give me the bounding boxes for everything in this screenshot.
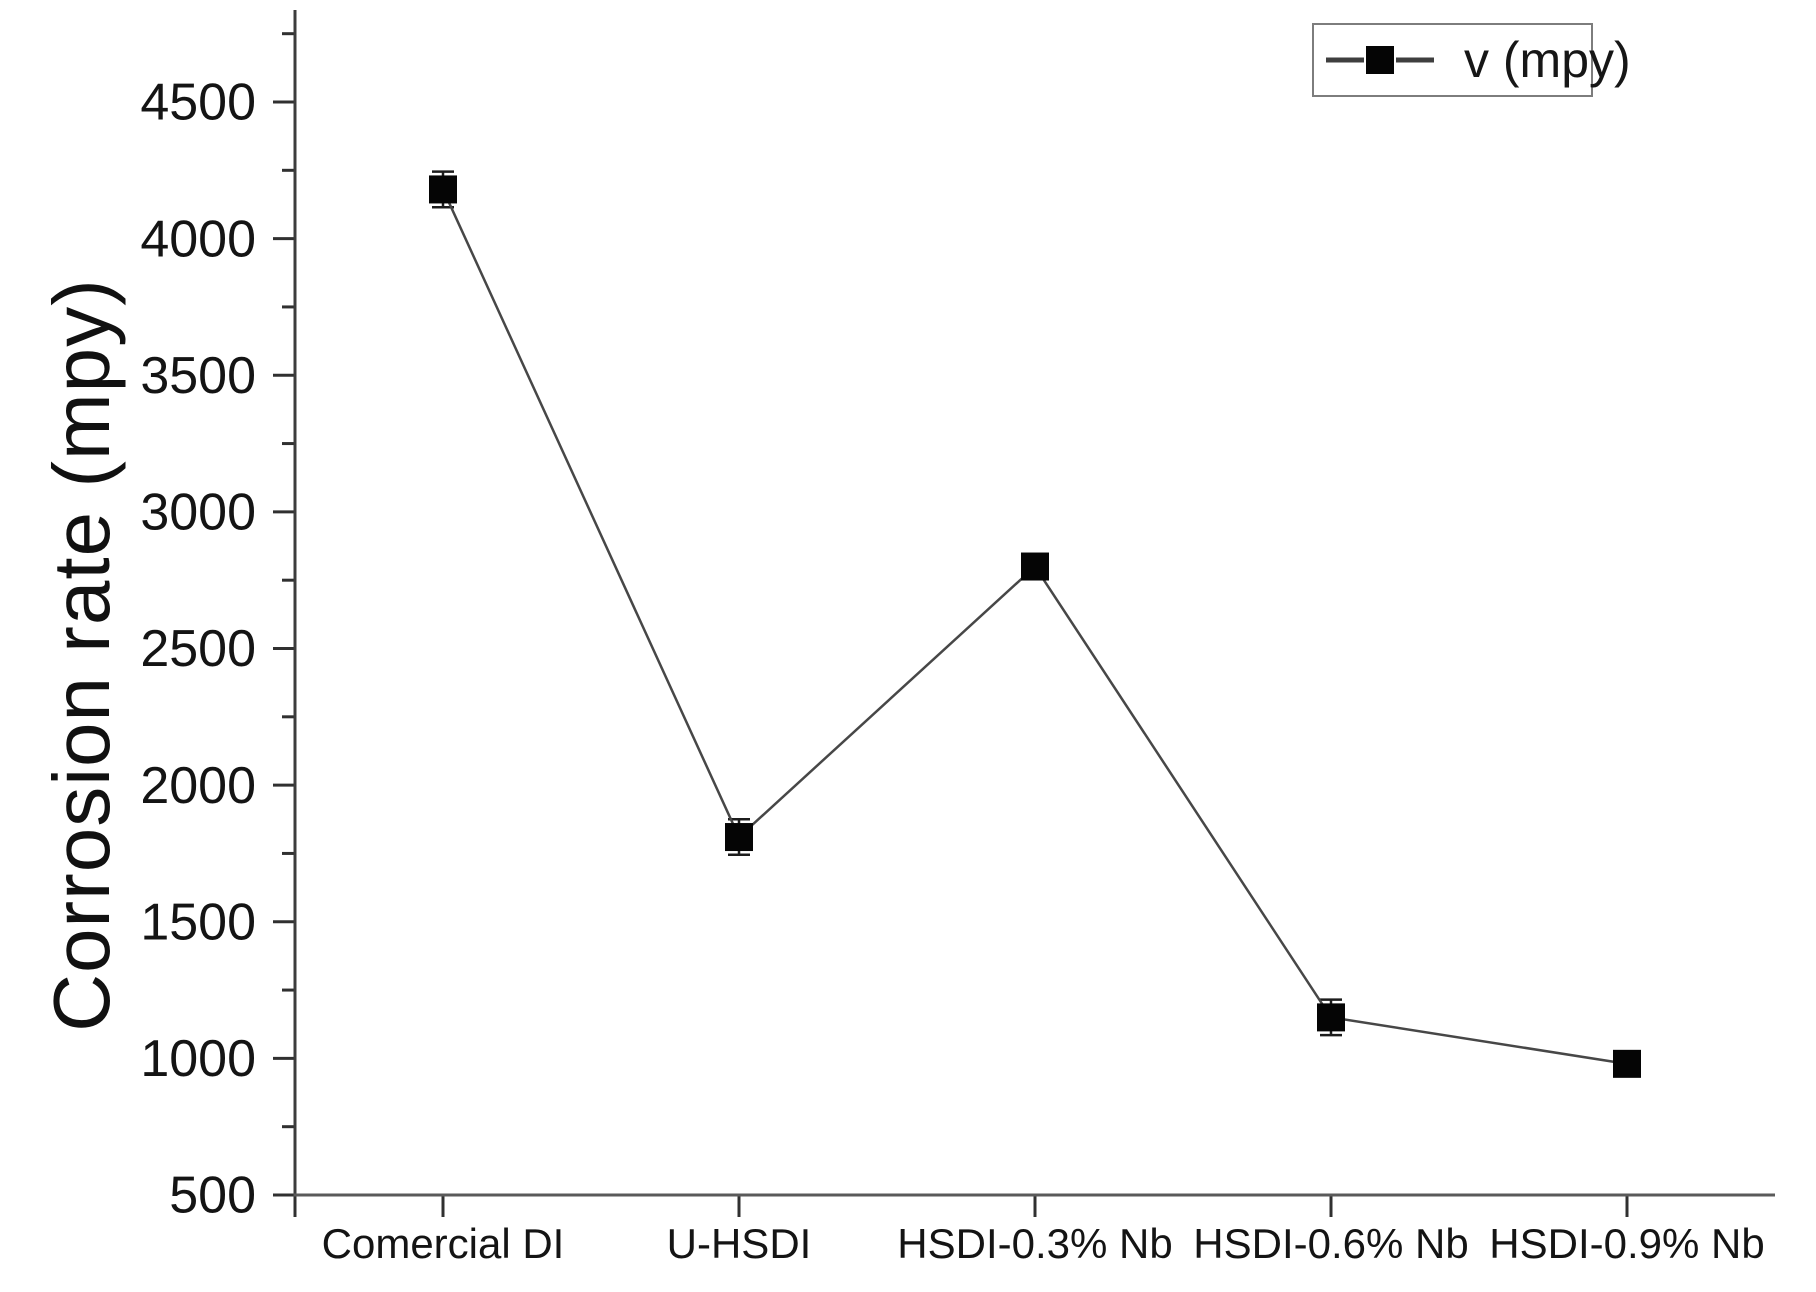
data-point-marker	[429, 175, 457, 204]
data-point-marker	[1317, 1003, 1345, 1032]
x-axis-label: HSDI-0.9% Nb	[1489, 1220, 1764, 1267]
legend-line-marker-icon	[1326, 46, 1434, 74]
y-tick-label: 1500	[140, 893, 256, 951]
y-tick-label: 2500	[140, 620, 256, 678]
x-axis-label: HSDI-0.3% Nb	[897, 1220, 1172, 1267]
series-line	[441, 188, 1628, 1066]
data-point-marker	[725, 823, 753, 852]
y-tick-label: 1000	[140, 1030, 256, 1088]
y-tick-label: 4500	[140, 74, 256, 132]
legend: v (mpy)	[1312, 23, 1631, 97]
y-tick-label: 2000	[140, 757, 256, 815]
y-tick-label: 4000	[140, 210, 256, 268]
y-tick-label: 3500	[140, 347, 256, 405]
legend-label: v (mpy)	[1464, 32, 1631, 88]
x-axis-label: Comercial DI	[322, 1220, 565, 1267]
y-tick-label: 3000	[140, 484, 256, 542]
y-tick-label: 500	[169, 1167, 256, 1225]
data-point-marker	[1021, 552, 1049, 581]
data-point-marker	[1613, 1049, 1641, 1078]
x-axis-label: HSDI-0.6% Nb	[1193, 1220, 1468, 1267]
x-axis-label: U-HSDI	[667, 1220, 812, 1267]
